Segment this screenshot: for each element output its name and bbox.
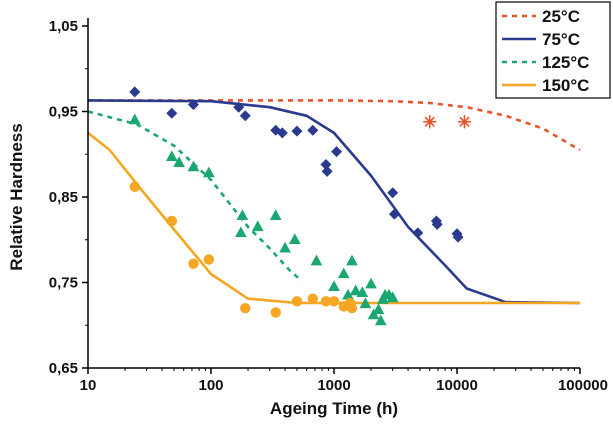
legend-label: 75°C (542, 30, 580, 49)
y-tick-label: 0,65 (49, 360, 78, 377)
data-point-75c (321, 165, 333, 177)
y-axis-title: Relative Hardness (7, 123, 26, 270)
data-point-125c (173, 156, 185, 168)
legend-label: 150°C (542, 76, 589, 95)
data-point-150c (166, 215, 177, 227)
data-point-75c (431, 218, 443, 230)
x-tick-label: 10000 (436, 377, 478, 394)
data-point-75c (166, 107, 178, 119)
data-point-125c (386, 291, 399, 303)
fit-line-75c (87, 99, 581, 305)
axes: 0,65 0,75 0,85 0,95 1,05 10 100 1000 10000 100000… (7, 18, 608, 418)
data-point-75c (412, 227, 424, 239)
data-point-125c (365, 277, 377, 289)
data-point-125c (279, 241, 291, 253)
data-point-150c (270, 307, 281, 318)
data-point-125c (235, 226, 247, 238)
fit-line-125c (87, 110, 303, 282)
data-point-125c (128, 113, 141, 125)
x-tick-label: 100 (198, 377, 223, 394)
data-point-75c (387, 187, 399, 199)
x-axis-title: Ageing Time (h) (270, 399, 398, 418)
data-points (128, 86, 472, 326)
data-point-125c (328, 280, 340, 291)
data-point-75c (331, 146, 343, 158)
y-tick-label: 0,75 (49, 275, 78, 292)
data-point-125c (202, 166, 215, 178)
fit-line-25c (88, 99, 581, 152)
data-point-125c (349, 284, 362, 296)
data-point-125c (346, 254, 358, 266)
data-point-150c (346, 302, 358, 314)
data-point-150c (203, 254, 215, 265)
data-point-125c (359, 297, 372, 309)
data-point-75c (129, 86, 141, 98)
data-point-75c (320, 159, 332, 171)
y-tick-label: 1,05 (49, 18, 78, 35)
data-point-125c (372, 303, 385, 315)
data-point-125c (310, 254, 323, 266)
data-point-150c (291, 296, 303, 307)
data-point-125c (337, 267, 350, 279)
fit-line-150c (87, 131, 580, 305)
data-point-125c (236, 209, 249, 221)
data-point-150c (320, 296, 332, 307)
data-point-25c (422, 114, 437, 129)
data-point-75c (388, 208, 400, 220)
data-point-125c (165, 150, 178, 162)
y-tick-label: 0,95 (49, 104, 78, 121)
data-point-150c (188, 258, 199, 269)
legend-box (495, 1, 611, 99)
data-point-150c (129, 181, 140, 192)
y-tick-label: 0,85 (49, 189, 78, 206)
data-point-75c (233, 101, 245, 113)
x-tick-label: 1000 (317, 377, 350, 394)
legend-label: 125°C (542, 53, 589, 72)
data-point-25c (457, 114, 472, 129)
data-point-125c (269, 209, 282, 221)
data-point-75c (276, 127, 288, 139)
legend: 25°C 75°C 125°C 150°C (495, 1, 611, 99)
data-point-125c (374, 314, 387, 326)
data-point-125c (251, 220, 264, 232)
data-point-150c (328, 296, 340, 307)
x-tick-label: 10 (80, 377, 97, 394)
data-point-125c (288, 233, 301, 244)
data-point-75c (452, 231, 464, 243)
data-point-125c (356, 286, 369, 297)
data-point-125c (342, 288, 354, 300)
data-point-75c (307, 124, 319, 136)
legend-label: 25°C (542, 7, 580, 26)
data-point-75c (291, 125, 303, 137)
data-point-125c (187, 160, 200, 172)
data-point-75c (187, 99, 199, 111)
data-point-150c (307, 293, 318, 304)
fit-lines (87, 99, 581, 305)
data-point-75c (239, 110, 251, 122)
data-point-150c (240, 302, 251, 314)
x-tick-label: 100000 (558, 377, 608, 394)
